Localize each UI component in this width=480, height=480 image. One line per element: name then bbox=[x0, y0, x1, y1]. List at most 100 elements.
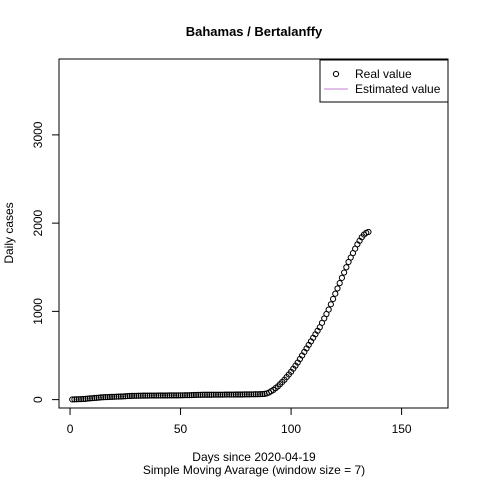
plot-frame bbox=[58, 58, 449, 409]
y-axis-label: Daily cases bbox=[2, 202, 16, 263]
data-point bbox=[250, 391, 257, 398]
data-point bbox=[139, 392, 147, 399]
legend-marker-real-value bbox=[332, 70, 340, 78]
data-point bbox=[226, 391, 233, 398]
data-point bbox=[159, 392, 166, 399]
data-point bbox=[124, 392, 131, 400]
data-point bbox=[175, 392, 182, 399]
data-point bbox=[126, 392, 133, 400]
data-point bbox=[93, 394, 100, 401]
data-point bbox=[113, 393, 120, 400]
data-point bbox=[161, 392, 169, 399]
data-point bbox=[142, 392, 149, 399]
data-point bbox=[84, 395, 91, 402]
data-point bbox=[327, 301, 334, 308]
data-point bbox=[197, 391, 204, 398]
y-tick-label: 1000 bbox=[31, 298, 45, 325]
data-point bbox=[252, 391, 259, 398]
data-points bbox=[69, 228, 372, 403]
data-point bbox=[234, 391, 242, 398]
data-point bbox=[75, 396, 82, 403]
x-axis: 0 50 100 150 bbox=[67, 407, 412, 436]
data-point bbox=[254, 391, 262, 398]
data-point bbox=[146, 392, 153, 399]
data-point bbox=[78, 395, 85, 403]
data-point bbox=[341, 269, 348, 276]
data-point bbox=[232, 391, 239, 398]
data-point bbox=[135, 392, 142, 399]
data-point bbox=[106, 393, 113, 401]
data-point bbox=[208, 391, 215, 398]
data-point bbox=[117, 393, 124, 400]
data-point bbox=[259, 390, 266, 398]
data-point bbox=[179, 392, 186, 399]
data-point bbox=[148, 392, 155, 399]
data-point bbox=[97, 394, 105, 401]
data-point bbox=[223, 391, 231, 398]
data-point bbox=[329, 295, 337, 303]
x-tick-label: 50 bbox=[174, 422, 188, 436]
data-point bbox=[89, 395, 96, 402]
data-point bbox=[153, 392, 160, 399]
data-point bbox=[86, 395, 94, 402]
data-point bbox=[365, 228, 372, 236]
data-point bbox=[157, 392, 164, 399]
data-point bbox=[108, 393, 116, 400]
data-point bbox=[150, 392, 158, 399]
data-point bbox=[119, 393, 127, 400]
data-point bbox=[111, 393, 118, 400]
data-point bbox=[188, 392, 195, 399]
data-point bbox=[170, 392, 178, 399]
data-point bbox=[221, 391, 228, 398]
data-point bbox=[184, 392, 191, 399]
data-point bbox=[206, 391, 213, 398]
data-point bbox=[186, 392, 193, 399]
data-point bbox=[243, 391, 250, 398]
data-point bbox=[177, 392, 184, 399]
data-point bbox=[104, 393, 111, 401]
data-point bbox=[173, 392, 180, 399]
data-point bbox=[80, 395, 87, 403]
data-point bbox=[192, 391, 200, 399]
data-point bbox=[241, 391, 248, 398]
data-point bbox=[144, 392, 151, 399]
legend-box bbox=[319, 59, 449, 103]
data-point bbox=[71, 396, 78, 403]
data-point bbox=[343, 264, 350, 271]
data-point bbox=[102, 394, 109, 401]
data-point bbox=[190, 391, 197, 399]
data-point bbox=[166, 392, 173, 399]
data-point bbox=[73, 396, 80, 403]
legend-label-estimated-value: Estimated value bbox=[355, 82, 441, 96]
x-tick-label: 0 bbox=[67, 422, 74, 436]
data-point bbox=[95, 394, 102, 401]
data-point bbox=[212, 391, 220, 398]
data-point bbox=[203, 391, 211, 398]
data-point bbox=[199, 391, 206, 398]
data-point bbox=[230, 391, 237, 398]
data-point bbox=[336, 280, 343, 287]
data-point bbox=[237, 391, 244, 398]
data-point bbox=[69, 396, 76, 403]
data-point bbox=[239, 391, 246, 398]
data-point bbox=[219, 391, 226, 398]
chart-title: Bahamas / Bertalanffy bbox=[186, 24, 323, 39]
data-point bbox=[245, 391, 253, 398]
data-point bbox=[201, 391, 208, 398]
data-point bbox=[168, 392, 175, 399]
y-tick-label: 0 bbox=[31, 396, 45, 403]
data-point bbox=[210, 391, 217, 398]
data-point bbox=[181, 392, 189, 399]
data-point bbox=[228, 391, 235, 398]
x-axis-sublabel: Simple Moving Avarage (window size = 7) bbox=[143, 463, 365, 477]
x-tick-label: 150 bbox=[392, 422, 412, 436]
y-tick-label: 3000 bbox=[31, 121, 45, 148]
data-point bbox=[325, 306, 332, 313]
data-point bbox=[338, 274, 346, 281]
x-axis-label: Days since 2020-04-19 bbox=[192, 450, 316, 464]
data-point bbox=[257, 391, 264, 398]
legend-label-real-value: Real value bbox=[355, 67, 412, 81]
data-point bbox=[155, 392, 162, 399]
data-point bbox=[91, 394, 98, 402]
data-point bbox=[195, 391, 202, 398]
